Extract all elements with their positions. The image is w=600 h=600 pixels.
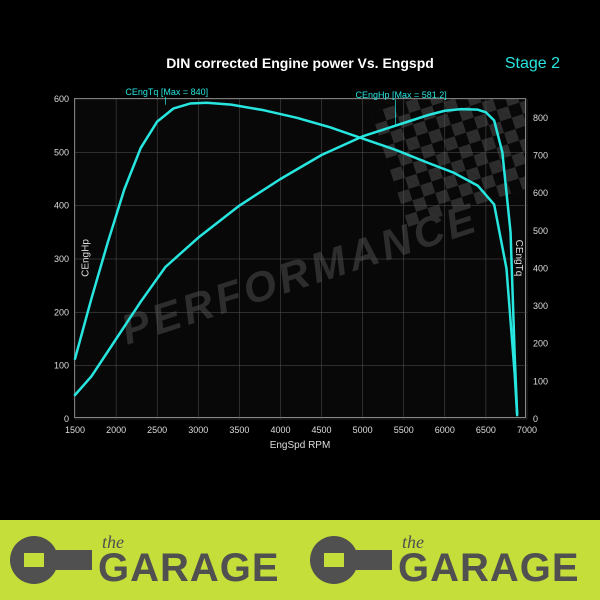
svg-text:300: 300 bbox=[54, 254, 69, 264]
stage-label: Stage 2 bbox=[505, 55, 560, 73]
svg-text:4000: 4000 bbox=[270, 425, 290, 435]
y-left-axis-label: CEngHp bbox=[80, 239, 91, 277]
logo-right: the GARAGE bbox=[300, 520, 600, 600]
svg-text:0: 0 bbox=[533, 414, 538, 424]
wrench-icon bbox=[308, 525, 392, 595]
svg-text:400: 400 bbox=[54, 201, 69, 211]
svg-text:3000: 3000 bbox=[188, 425, 208, 435]
x-axis-label: EngSpd RPM bbox=[75, 440, 525, 451]
svg-text:500: 500 bbox=[533, 226, 548, 236]
svg-text:800: 800 bbox=[533, 113, 548, 123]
dyno-chart: PERFORMANCE 1500200025003000350040004500… bbox=[30, 80, 570, 480]
torque-series-label: CEngTq [Max = 840] bbox=[125, 87, 208, 97]
svg-text:7000: 7000 bbox=[517, 425, 537, 435]
svg-text:400: 400 bbox=[533, 263, 548, 273]
svg-text:0: 0 bbox=[64, 414, 69, 424]
svg-text:600: 600 bbox=[54, 94, 69, 104]
svg-text:5500: 5500 bbox=[394, 425, 414, 435]
svg-text:2500: 2500 bbox=[147, 425, 167, 435]
svg-text:300: 300 bbox=[533, 301, 548, 311]
logo-garage: GARAGE bbox=[98, 551, 280, 585]
svg-text:2000: 2000 bbox=[106, 425, 126, 435]
svg-text:6000: 6000 bbox=[435, 425, 455, 435]
svg-text:3500: 3500 bbox=[229, 425, 249, 435]
hp-series-label: CEngHp [Max = 581.2] bbox=[356, 90, 447, 100]
y-right-axis-label: CEngTq bbox=[513, 240, 524, 277]
plot-svg: 1500200025003000350040004500500055006000… bbox=[75, 99, 527, 419]
svg-text:200: 200 bbox=[533, 339, 548, 349]
svg-text:4500: 4500 bbox=[312, 425, 332, 435]
plot-area: PERFORMANCE 1500200025003000350040004500… bbox=[74, 98, 526, 418]
logo-strip: the GARAGE the GARAGE bbox=[0, 520, 600, 600]
wrench-icon bbox=[8, 525, 92, 595]
svg-text:100: 100 bbox=[54, 361, 69, 371]
svg-text:600: 600 bbox=[533, 188, 548, 198]
svg-text:5000: 5000 bbox=[353, 425, 373, 435]
svg-text:6500: 6500 bbox=[476, 425, 496, 435]
logo-left: the GARAGE bbox=[0, 520, 300, 600]
svg-text:500: 500 bbox=[54, 147, 69, 157]
svg-text:1500: 1500 bbox=[65, 425, 85, 435]
svg-text:700: 700 bbox=[533, 150, 548, 160]
logo-garage: GARAGE bbox=[398, 551, 580, 585]
svg-text:200: 200 bbox=[54, 307, 69, 317]
svg-text:100: 100 bbox=[533, 376, 548, 386]
